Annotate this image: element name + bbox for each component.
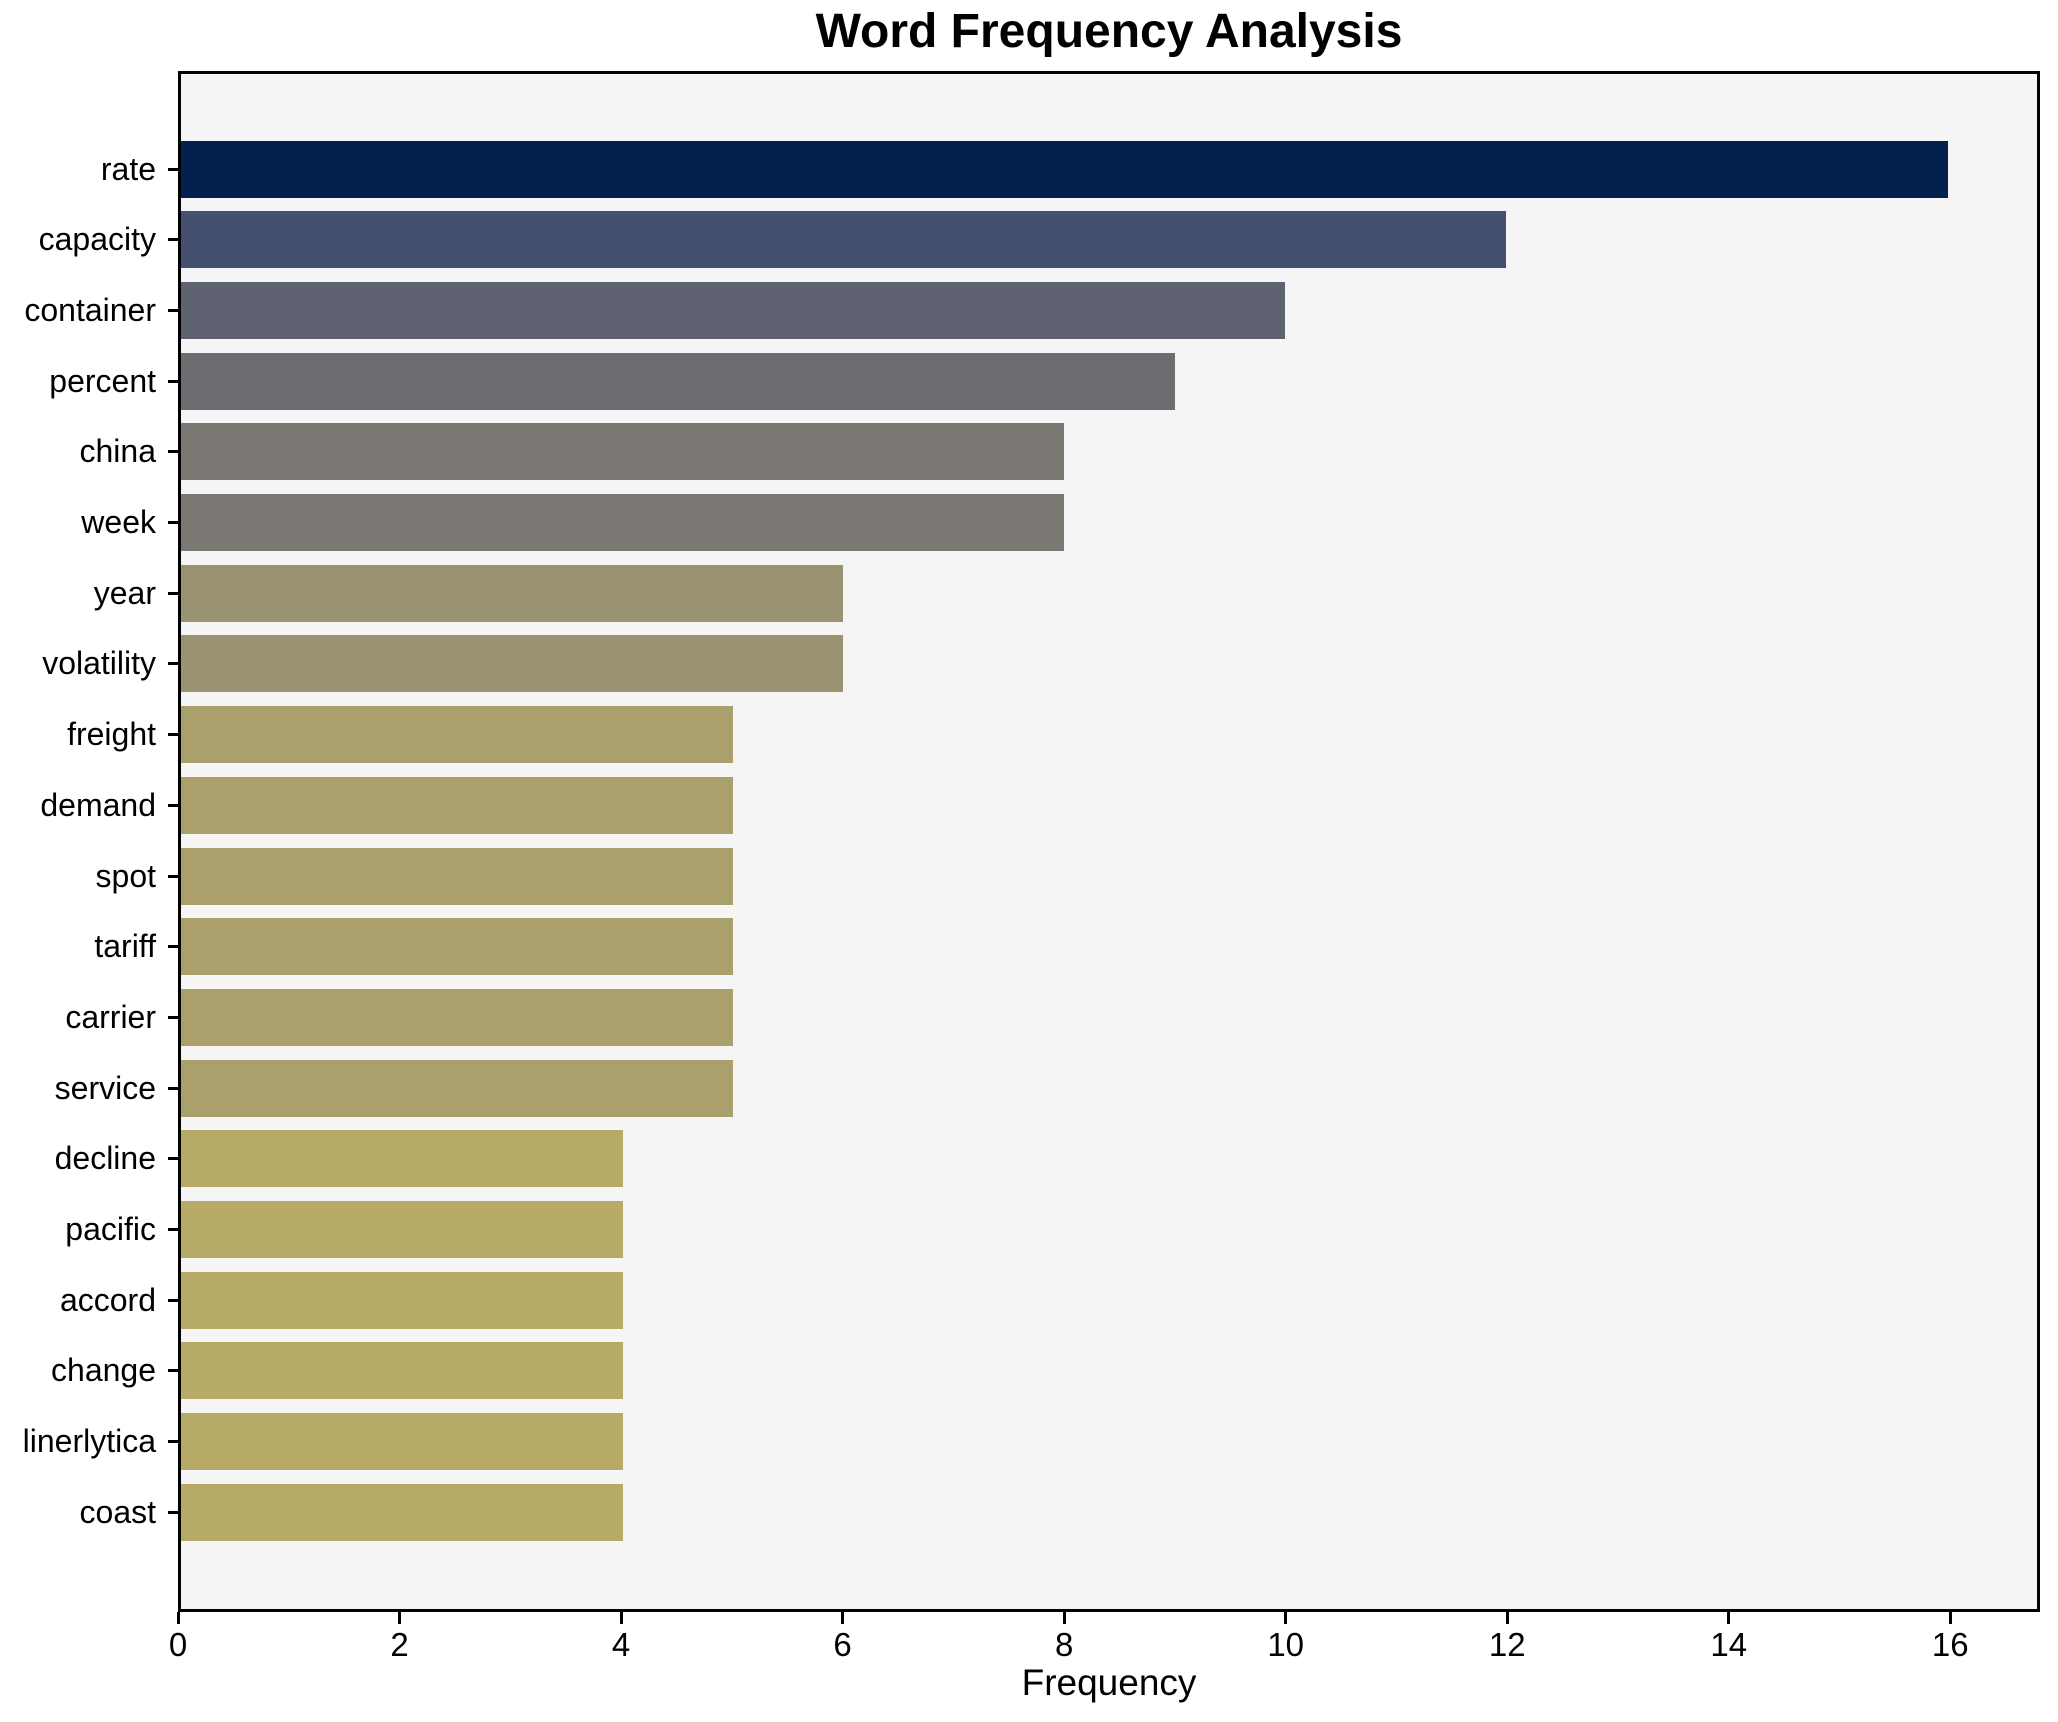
ytick-mark-china	[168, 450, 178, 454]
ytick-label-freight: freight	[67, 716, 156, 753]
ytick-label-coast: coast	[79, 1493, 156, 1530]
ytick-label-china: china	[79, 433, 157, 470]
ytick-label-volatility: volatility	[42, 645, 156, 682]
ytick-mark-year	[168, 591, 178, 595]
bar-freight	[181, 706, 734, 764]
xtick-mark-8	[1062, 1612, 1066, 1624]
ytick-label-accord: accord	[59, 1281, 156, 1318]
ytick-mark-volatility	[168, 662, 178, 666]
ytick-label-rate: rate	[100, 150, 156, 187]
ytick-mark-percent	[168, 379, 178, 383]
xtick-label-16: 16	[1931, 1626, 1969, 1663]
xtick-label-0: 0	[168, 1626, 188, 1663]
bar-decline	[181, 1130, 623, 1188]
ytick-mark-container	[168, 308, 178, 312]
ytick-mark-spot	[168, 874, 178, 878]
bar-china	[181, 423, 1065, 481]
ytick-mark-capacity	[168, 238, 178, 242]
xtick-mark-4	[619, 1612, 623, 1624]
bar-change	[181, 1342, 623, 1400]
bar-rate	[181, 140, 1948, 198]
ytick-label-capacity: capacity	[38, 221, 156, 258]
ytick-mark-week	[168, 521, 178, 524]
xtick-mark-14	[1727, 1612, 1731, 1624]
ytick-mark-accord	[168, 1298, 178, 1302]
ytick-label-week: week	[81, 504, 156, 540]
ytick-label-decline: decline	[54, 1140, 156, 1177]
ytick-label-service: service	[54, 1069, 156, 1106]
ytick-label-demand: demand	[40, 786, 156, 823]
bar-container	[181, 281, 1286, 339]
ytick-mark-pacific	[168, 1228, 178, 1231]
bar-demand	[181, 776, 734, 834]
ytick-mark-rate	[168, 167, 178, 171]
ytick-label-spot: spot	[95, 857, 156, 894]
ytick-mark-service	[168, 1086, 178, 1090]
bar-coast	[181, 1483, 623, 1541]
ytick-label-pacific: pacific	[65, 1211, 156, 1247]
xtick-mark-12	[1505, 1612, 1509, 1624]
xtick-mark-16	[1948, 1612, 1952, 1624]
xtick-label-2: 2	[390, 1626, 409, 1663]
xtick-label-6: 6	[833, 1626, 852, 1663]
x-axis-title: Frequency	[1021, 1662, 1197, 1703]
ytick-label-percent: percent	[49, 362, 156, 399]
bar-year	[181, 564, 844, 622]
xtick-label-8: 8	[1054, 1626, 1074, 1663]
bar-capacity	[181, 211, 1506, 269]
ytick-mark-linerlytica	[168, 1440, 178, 1444]
bar-service	[181, 1059, 734, 1117]
ytick-mark-tariff	[168, 945, 178, 949]
xtick-label-12: 12	[1488, 1626, 1526, 1663]
ytick-mark-decline	[168, 1157, 178, 1161]
xtick-mark-0	[176, 1612, 180, 1624]
ytick-mark-freight	[168, 733, 178, 737]
ytick-mark-change	[168, 1369, 178, 1373]
ytick-mark-carrier	[168, 1015, 178, 1019]
ytick-label-linerlytica: linerlytica	[22, 1423, 156, 1460]
xtick-label-4: 4	[611, 1626, 631, 1663]
bar-pacific	[181, 1201, 623, 1258]
bar-week	[181, 494, 1065, 551]
plot-area	[178, 71, 2040, 1612]
xtick-mark-2	[398, 1612, 402, 1624]
ytick-label-tariff: tariff	[94, 928, 156, 965]
ytick-label-carrier: carrier	[65, 998, 156, 1035]
bar-carrier	[181, 988, 734, 1046]
ytick-label-year: year	[93, 574, 156, 611]
ytick-mark-demand	[168, 803, 178, 807]
bar-volatility	[181, 635, 844, 693]
ytick-label-container: container	[24, 291, 156, 328]
xtick-mark-10	[1284, 1612, 1288, 1624]
bar-tariff	[181, 918, 734, 976]
xtick-mark-6	[841, 1612, 845, 1624]
xtick-label-10: 10	[1267, 1626, 1305, 1663]
bar-spot	[181, 847, 734, 905]
bar-linerlytica	[181, 1413, 623, 1471]
chart-title: Word Frequency Analysis	[815, 5, 1403, 58]
ytick-mark-coast	[168, 1510, 178, 1514]
xtick-label-14: 14	[1710, 1626, 1748, 1663]
ytick-label-change: change	[51, 1352, 156, 1389]
bar-percent	[181, 352, 1175, 410]
bar-accord	[181, 1271, 623, 1329]
